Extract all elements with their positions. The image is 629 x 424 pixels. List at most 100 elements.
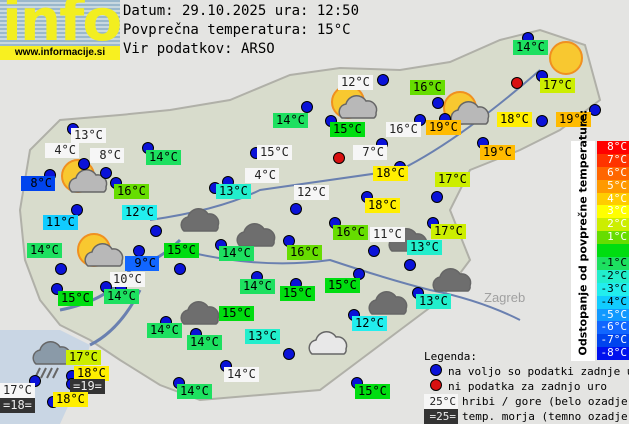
- station-dot[interactable]: [174, 263, 186, 275]
- station-temperature[interactable]: 15°C: [355, 384, 390, 399]
- station-temperature[interactable]: 14°C: [219, 246, 254, 261]
- station-temperature[interactable]: 15°C: [219, 306, 254, 321]
- station-dot[interactable]: [589, 104, 601, 116]
- station-dot[interactable]: [55, 263, 67, 275]
- station-temperature[interactable]: 14°C: [273, 113, 308, 128]
- scale-step: -1°C: [597, 256, 629, 270]
- station-dot[interactable]: [78, 158, 90, 170]
- station-temperature[interactable]: 8°C: [21, 176, 55, 191]
- data-source: Vir podatkov: ARSO: [123, 41, 275, 57]
- station-temperature[interactable]: 14°C: [146, 150, 181, 165]
- scale-step: -2°C: [597, 269, 629, 283]
- station-temperature[interactable]: 17°C: [66, 350, 101, 365]
- river: [179, 249, 521, 321]
- station-temperature[interactable]: 15°C: [164, 243, 199, 258]
- station-temperature[interactable]: 19°C: [426, 120, 461, 135]
- station-temperature[interactable]: 17°C: [431, 224, 466, 239]
- red-dot-icon: [430, 379, 442, 391]
- station-dot[interactable]: [150, 225, 162, 237]
- station-temperature[interactable]: 19°C: [556, 112, 591, 127]
- station-temperature[interactable]: 16°C: [287, 245, 322, 260]
- station-temperature[interactable]: 13°C: [407, 240, 442, 255]
- station-temperature[interactable]: 12°C: [338, 75, 373, 90]
- logo[interactable]: info www.informacije.si: [0, 0, 122, 60]
- station-temperature[interactable]: 15°C: [280, 286, 315, 301]
- station-dot[interactable]: [368, 245, 380, 257]
- station-temperature[interactable]: 14°C: [104, 289, 139, 304]
- legend-available: na voljo so podatki zadnje ure: [448, 365, 629, 378]
- zagreb-label: Zagreb: [484, 290, 525, 305]
- station-dot[interactable]: [283, 348, 295, 360]
- legend-mountain-text: hribi / gore (belo ozadje): [462, 395, 629, 408]
- station-temperature[interactable]: 7°C: [353, 145, 387, 160]
- scale-step: 1°C: [597, 230, 629, 245]
- station-temperature[interactable]: 15°C: [58, 291, 93, 306]
- station-temperature[interactable]: 14°C: [27, 243, 62, 258]
- scale-step: -8°C: [597, 346, 629, 361]
- station-temperature[interactable]: 17°C: [540, 78, 575, 93]
- station-temperature[interactable]: 13°C: [71, 128, 106, 143]
- station-temperature[interactable]: 15°C: [257, 145, 292, 160]
- station-temperature[interactable]: 13°C: [416, 294, 451, 309]
- no-data-dot[interactable]: [333, 152, 345, 164]
- legend-no-data: ni podatka za zadnjo uro: [448, 380, 607, 393]
- partly-cloudy-icon: [328, 82, 380, 140]
- station-temperature[interactable]: 17°C: [0, 383, 35, 398]
- station-dot[interactable]: [432, 97, 444, 109]
- station-temperature[interactable]: 18°C: [53, 392, 88, 407]
- scale-step: -3°C: [597, 282, 629, 296]
- scale-step: 7°C: [597, 153, 629, 167]
- cloudy-dark-icon: [422, 255, 474, 313]
- station-temperature[interactable]: 10°C: [110, 272, 145, 287]
- station-temperature[interactable]: 12°C: [294, 185, 329, 200]
- station-temperature[interactable]: 18°C: [74, 366, 109, 381]
- station-dot[interactable]: [536, 115, 548, 127]
- station-temperature[interactable]: 16°C: [386, 122, 421, 137]
- station-temperature[interactable]: 12°C: [122, 205, 157, 220]
- station-temperature[interactable]: 18°C: [497, 112, 532, 127]
- station-temperature[interactable]: 11°C: [43, 215, 78, 230]
- station-temperature[interactable]: 14°C: [513, 40, 548, 55]
- station-dot[interactable]: [100, 167, 112, 179]
- station-temperature[interactable]: 13°C: [216, 184, 251, 199]
- station-temperature[interactable]: =19=: [70, 379, 105, 394]
- station-temperature[interactable]: 18°C: [373, 166, 408, 181]
- station-temperature[interactable]: 19°C: [480, 145, 515, 160]
- station-temperature[interactable]: 11°C: [370, 227, 405, 242]
- station-temperature[interactable]: =18=: [0, 398, 35, 413]
- station-temperature[interactable]: 16°C: [114, 184, 149, 199]
- station-temperature[interactable]: 9°C: [125, 256, 159, 271]
- station-temperature[interactable]: 14°C: [240, 279, 275, 294]
- station-temperature[interactable]: 12°C: [352, 316, 387, 331]
- scale-step: -5°C: [597, 308, 629, 322]
- no-data-dot[interactable]: [511, 77, 523, 89]
- station-temperature[interactable]: 18°C: [365, 198, 400, 213]
- partly-cloudy-icon: [440, 88, 492, 146]
- cloudy-dark-icon: [358, 278, 410, 336]
- scale-step: 2°C: [597, 217, 629, 232]
- station-temperature[interactable]: 14°C: [147, 323, 182, 338]
- scale-step: 8°C: [597, 140, 629, 154]
- station-temperature[interactable]: 14°C: [177, 384, 212, 399]
- legend-title: Legenda:: [424, 350, 477, 363]
- station-dot[interactable]: [290, 203, 302, 215]
- station-dot[interactable]: [404, 259, 416, 271]
- station-temperature[interactable]: 16°C: [410, 80, 445, 95]
- date-line: Datum: 29.10.2025 ura: 12:50: [123, 3, 360, 19]
- station-temperature[interactable]: 16°C: [333, 225, 368, 240]
- station-temperature[interactable]: 13°C: [245, 329, 280, 344]
- station-temperature[interactable]: 15°C: [330, 122, 365, 137]
- station-temperature[interactable]: 8°C: [90, 148, 124, 163]
- logo-url[interactable]: www.informacije.si: [0, 46, 120, 60]
- station-temperature[interactable]: 15°C: [325, 278, 360, 293]
- station-temperature[interactable]: 14°C: [187, 335, 222, 350]
- station-temperature[interactable]: 14°C: [224, 367, 259, 382]
- station-dot[interactable]: [431, 191, 443, 203]
- station-temperature[interactable]: 17°C: [435, 172, 470, 187]
- cloudy-dark-icon: [170, 288, 222, 346]
- station-dot[interactable]: [377, 74, 389, 86]
- station-temperature[interactable]: 4°C: [45, 143, 79, 158]
- station-temperature[interactable]: 4°C: [245, 168, 279, 183]
- station-dot[interactable]: [301, 101, 313, 113]
- legend-mountain-sample: 25°C: [424, 394, 458, 409]
